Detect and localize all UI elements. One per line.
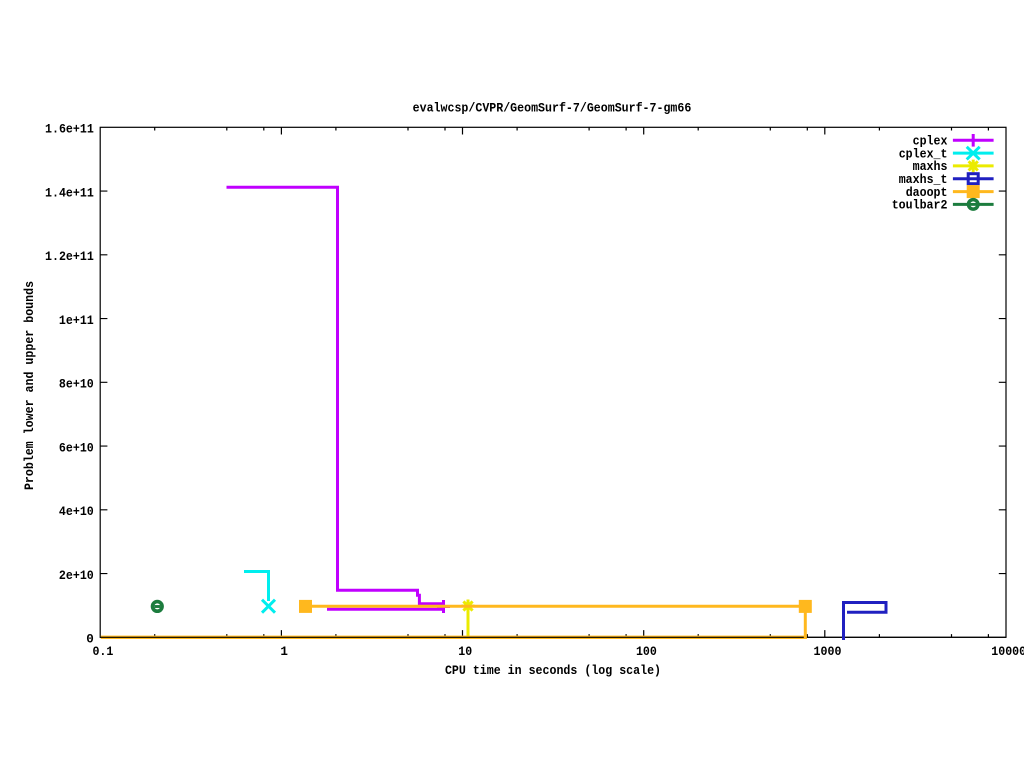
svg-text:1e+11: 1e+11 [59,314,94,328]
svg-text:8e+10: 8e+10 [59,378,94,392]
svg-text:1.6e+11: 1.6e+11 [45,123,94,137]
svg-text:CPU time in seconds (log scale: CPU time in seconds (log scale) [445,664,661,678]
svg-text:cplex: cplex [913,135,948,149]
svg-text:2e+10: 2e+10 [59,569,94,583]
svg-text:0: 0 [86,633,94,647]
svg-text:daoopt: daoopt [906,186,948,200]
svg-text:0.1: 0.1 [92,645,113,659]
svg-text:6e+10: 6e+10 [59,441,94,455]
svg-text:maxhs_t: maxhs_t [899,173,948,187]
svg-text:100: 100 [636,645,657,659]
svg-text:10000: 10000 [991,645,1024,659]
svg-text:Problem lower and upper bounds: Problem lower and upper bounds [23,281,37,490]
svg-text:maxhs: maxhs [913,160,948,174]
svg-text:4e+10: 4e+10 [59,505,94,519]
svg-text:cplex_t: cplex_t [899,147,948,161]
svg-text:evalwcsp/CVPR/GeomSurf-7/GeomS: evalwcsp/CVPR/GeomSurf-7/GeomSurf-7-gm66 [413,101,692,115]
svg-text:10: 10 [458,645,472,659]
svg-text:1: 1 [280,645,288,659]
svg-text:1.2e+11: 1.2e+11 [45,250,94,264]
svg-text:1.4e+11: 1.4e+11 [45,186,94,200]
svg-text:toulbar2: toulbar2 [892,199,948,213]
svg-text:1000: 1000 [814,645,842,659]
